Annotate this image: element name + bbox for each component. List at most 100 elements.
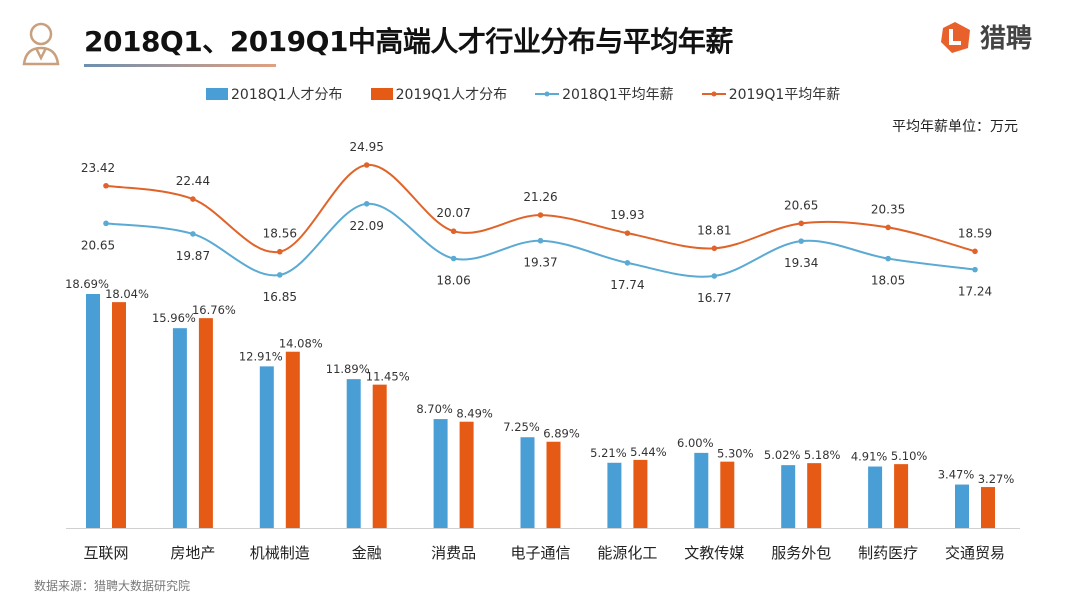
bar [285,351,300,528]
bar [112,302,126,528]
legend-item: 2019Q1平均年薪 [701,84,840,104]
category-label: 金融 [352,544,382,562]
data-label: 15.96% [152,311,196,325]
legend-label: 2018Q1平均年薪 [562,87,674,103]
data-label: 4.91% [851,450,888,464]
data-label: 14.08% [279,337,323,351]
series-line [105,163,976,254]
bar [198,318,213,528]
category-label: 交通贸易 [945,544,1005,562]
data-label: 18.04% [105,287,149,301]
category-label: 消费品 [431,544,476,562]
logo-text: 猎聘 [980,24,1033,54]
category-label: 互联网 [83,544,128,562]
bar [720,461,735,528]
line-data-label: 20.65 [81,238,115,252]
line-point [190,196,196,202]
data-label: 5.21% [590,446,627,460]
line-point [885,224,891,231]
line-data-label: 16.77 [697,291,731,305]
line-data-label: 16.85 [263,290,297,304]
data-label: 8.49% [456,407,493,421]
line-point [277,248,283,255]
line-data-label: 23.42 [81,161,115,175]
data-label: 6.00% [677,436,714,450]
bar [955,484,969,528]
data-label: 8.70% [416,402,453,416]
bar [346,379,361,528]
line-point [798,238,804,244]
line-data-label: 17.74 [610,278,644,292]
category-label: 服务外包 [771,544,831,562]
data-label: 5.44% [630,445,667,459]
line-point [363,201,370,207]
line-data-label: 19.87 [176,249,210,263]
line-point [711,273,718,279]
line-data-label: 18.81 [697,223,731,237]
data-label: 16.76% [192,303,236,317]
line-point [103,182,109,189]
source-note: 数据来源：猎聘大数据研究院 [34,579,191,593]
category-label: 电子通信 [510,544,570,562]
bar [459,421,474,528]
legend-line-marker [535,91,560,97]
line-point [450,228,457,235]
line-data-label: 22.44 [176,174,210,188]
data-label: 12.91% [239,349,283,363]
line-data-label: 17.24 [958,285,992,299]
line-point [711,245,718,252]
line-data-label: 18.05 [871,274,905,288]
legend-item: 2018Q1人才分布 [206,84,343,104]
line-data-label: 19.93 [610,208,644,222]
category-label: 文教传媒 [684,544,744,562]
legend-item: 2019Q1人才分布 [370,84,507,104]
line-point [363,162,370,168]
chart-legend: 2018Q1人才分布 2019Q1人才分布 2018Q1平均年薪 2019Q1平… [206,84,840,104]
legend-item: 2018Q1平均年薪 [535,84,674,104]
data-label: 3.47% [938,468,975,482]
data-label: 18.69% [65,277,109,291]
bar [372,384,387,528]
data-label: 3.27% [978,472,1015,486]
bar [259,366,274,528]
data-label: 6.89% [543,427,580,441]
category-label: 机械制造 [250,544,310,562]
legend-line-marker [701,91,726,97]
data-label: 5.02% [764,448,801,462]
bar [520,437,535,528]
avatar-icon [16,18,66,72]
line-point [103,220,109,227]
line-point [624,230,631,236]
legend-label: 2018Q1人才分布 [231,87,343,103]
page-title: 2018Q1、2019Q1中高端人才行业分布与平均年薪 [84,25,733,58]
line-point [450,255,457,262]
line-data-label: 22.09 [350,219,384,233]
category-label: 制药医疗 [858,544,918,562]
line-data-label: 19.37 [523,256,557,270]
bar [694,452,709,528]
bar [781,465,796,528]
line-point [798,220,804,227]
line-data-label: 19.34 [784,256,818,270]
bar [981,487,995,528]
data-label: 11.89% [326,362,370,376]
bar [868,466,883,528]
legend-swatch [370,88,393,100]
line-point [277,272,283,278]
logo: 猎聘 [938,18,1032,55]
line-point [972,266,978,273]
data-label: 7.25% [503,420,540,434]
liepin-logo-icon [941,21,970,53]
bar [633,459,648,528]
data-label: 5.18% [804,448,841,462]
line-point [537,237,544,244]
bar [607,462,622,528]
unit-note: 平均年薪单位：万元 [892,119,1018,135]
title-underline [84,64,276,67]
line-data-label: 20.65 [784,198,818,212]
bar [807,463,822,528]
legend-swatch [206,88,228,100]
line-point [537,212,544,218]
bar [172,328,187,528]
